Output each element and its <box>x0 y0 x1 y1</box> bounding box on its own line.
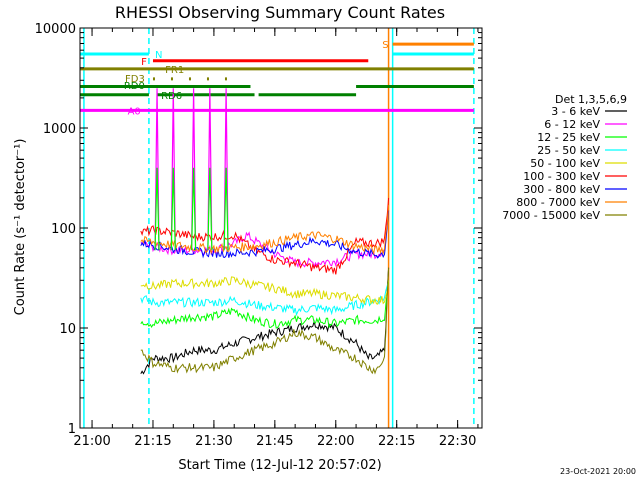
chart-title: RHESSI Observing Summary Count Rates <box>115 3 445 22</box>
y-tick-label-2: 100 <box>51 222 76 237</box>
series-line-8 <box>140 267 390 375</box>
legend-label-1: 6 - 12 keV <box>544 118 600 131</box>
spike-1-2 <box>191 167 197 251</box>
legend-label-5: 100 - 300 keV <box>523 170 600 183</box>
legend-label-6: 300 - 800 keV <box>523 183 600 196</box>
y-tick-label-3: 1000 <box>43 122 76 137</box>
spike-1-1 <box>170 167 176 251</box>
state-label-fd3: FD3 <box>125 74 145 85</box>
legend-label-4: 50 - 100 keV <box>530 157 600 170</box>
footer-date: 23-Oct-2021 20:00 <box>560 467 636 476</box>
series-line-2 <box>140 280 390 329</box>
y-tick-label-0: 1 <box>68 422 76 437</box>
spike-0-3 <box>207 88 213 251</box>
series-line-5 <box>140 197 390 275</box>
x-tick-label-0: 21:00 <box>73 434 110 449</box>
x-tick-label-4: 22:00 <box>317 434 354 449</box>
axes: 1 10 100 1000 10000 21:00 21:15 21:30 21:45 22:00… <box>35 22 483 449</box>
spike-0-1 <box>170 88 176 251</box>
x-axis-label: Start Time (12-Jul-12 20:57:02) <box>178 458 381 473</box>
spike-0-2 <box>191 88 197 251</box>
y-axis-label: Count Rate (s⁻¹ detector⁻¹) <box>13 139 28 316</box>
state-label-fr1: FR1 <box>165 65 184 76</box>
spike-1-0 <box>154 167 160 251</box>
x-tick-label-2: 21:30 <box>195 434 232 449</box>
legend-label-2: 12 - 25 keV <box>537 131 600 144</box>
legend-title: Det 1,3,5,6,9 <box>555 93 627 106</box>
spike-1-3 <box>207 167 213 251</box>
state-label-rd0: RD0 <box>124 81 145 92</box>
legend-label-8: 7000 - 15000 keV <box>502 209 600 222</box>
x-tick-label-1: 21:15 <box>134 434 171 449</box>
spike-1-4 <box>223 167 229 251</box>
legend-label-3: 25 - 50 keV <box>537 144 600 157</box>
series-line-7 <box>140 204 390 256</box>
state-label-rd6: RD6 <box>161 91 182 102</box>
legend-label-7: 800 - 7000 keV <box>516 196 600 209</box>
x-tick-label-6: 22:30 <box>439 434 476 449</box>
legend-label-0: 3 - 6 keV <box>551 105 600 118</box>
series-line-4 <box>140 276 390 306</box>
series-line-6 <box>140 210 390 259</box>
series-line-0 <box>140 267 390 375</box>
series-line-3 <box>140 280 390 317</box>
state-label-s: S <box>382 40 388 51</box>
spike-0-4 <box>223 88 229 251</box>
state-label-f: F <box>141 57 147 68</box>
y-tick-label-1: 10 <box>59 322 76 337</box>
spike-0-0 <box>154 88 160 251</box>
series-line-1 <box>140 210 390 269</box>
state-label-a0: A0 <box>128 106 141 117</box>
x-tick-label-3: 21:45 <box>256 434 293 449</box>
y-tick-label-4: 10000 <box>35 22 76 37</box>
state-label-n: N <box>155 50 162 61</box>
x-tick-label-5: 22:15 <box>378 434 415 449</box>
